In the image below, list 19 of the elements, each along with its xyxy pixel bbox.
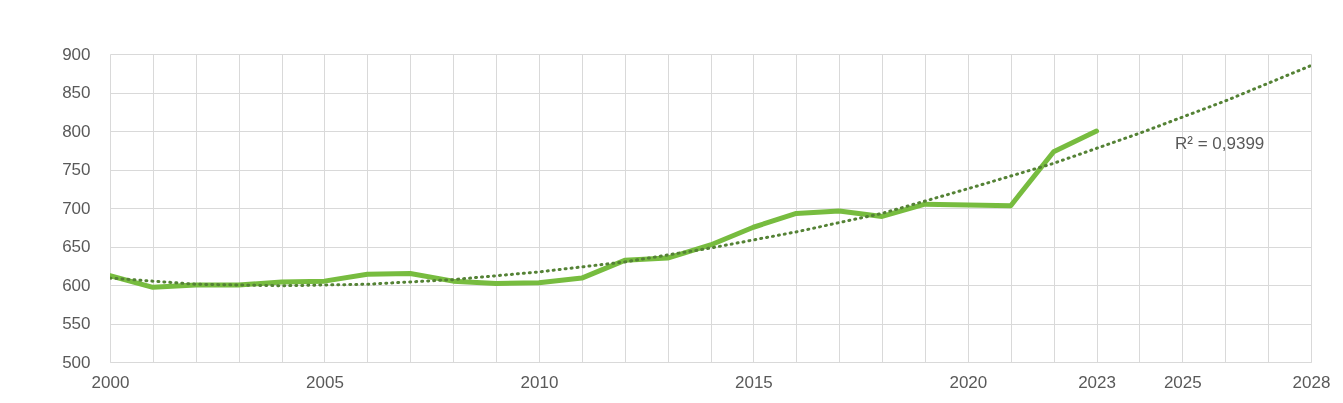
line-series	[110, 64, 1311, 288]
y-tick-label: 750	[62, 160, 91, 179]
annotation: R² = 0,9399	[1175, 134, 1265, 153]
x-tick-label: 2015	[734, 372, 773, 392]
y-tick-label: 900	[62, 44, 91, 64]
y-tick-label: 650	[62, 237, 91, 256]
y-tick-label: 800	[62, 121, 91, 141]
x-tick-label: 2025	[1163, 372, 1202, 392]
x-tick-label: 2020	[949, 372, 988, 392]
y-tick-label: 550	[62, 314, 91, 333]
y-tick-label: 850	[62, 83, 91, 102]
x-tick-label: 2023	[1078, 372, 1116, 392]
x-tick-label: 2005	[306, 372, 344, 392]
x-tick-label: 2000	[91, 372, 130, 392]
x-tick-label: 2028	[1292, 372, 1331, 392]
y-tick-label: 700	[62, 198, 91, 218]
y-tick-label: 500	[62, 352, 91, 372]
x-tick-label: 2010	[520, 372, 559, 392]
y-tick-label: 600	[62, 275, 91, 295]
